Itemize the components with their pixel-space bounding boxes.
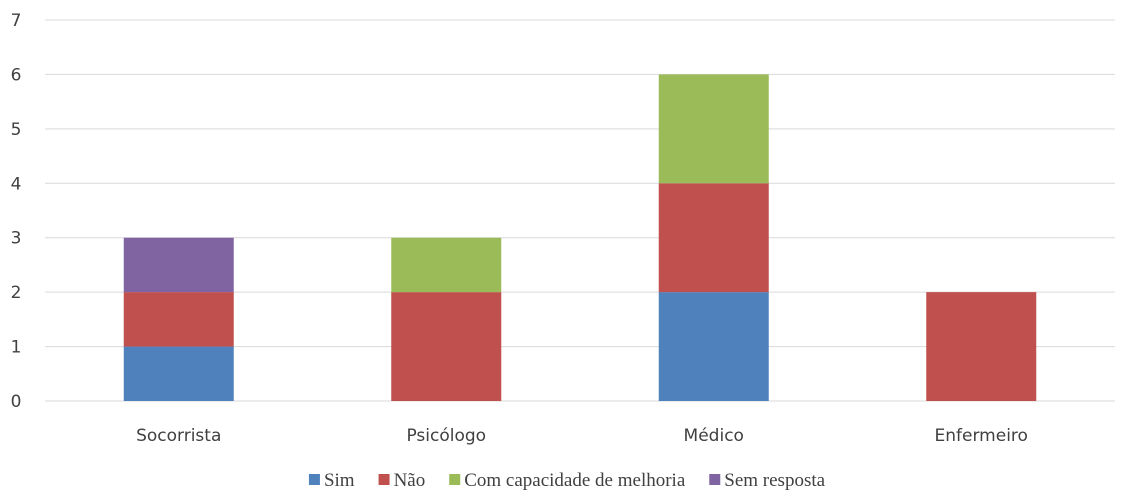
bar-stacks [123, 74, 1037, 401]
legend-item: Não [378, 470, 426, 491]
bar-stack-0 [123, 237, 234, 401]
y-tick-label: 1 [11, 338, 22, 358]
y-tick-label: 2 [11, 283, 22, 303]
y-tick-label: 7 [11, 11, 22, 31]
bar-stack-3 [926, 292, 1037, 401]
legend-label: Não [394, 470, 426, 491]
y-tick-label: 3 [11, 229, 22, 249]
bar-stack-1 [391, 237, 502, 401]
x-category-label: Socorrista [136, 426, 221, 446]
legend-label: Com capacidade de melhoria [464, 470, 686, 491]
legend-swatch [378, 474, 390, 485]
x-category-label: Enfermeiro [935, 426, 1028, 446]
legend: Sim Não Com capacidade de melhoria Sem resp… [308, 470, 826, 491]
x-axis-category-labels: Socorrista Psicólogo Médico Enfermeiro [136, 426, 1028, 446]
x-category-label: Psicólogo [406, 426, 486, 446]
legend-item: Sem resposta [709, 470, 826, 491]
legend-label: Sem resposta [724, 470, 825, 491]
legend-label: Sim [324, 470, 355, 491]
bar-segment-não [123, 292, 234, 347]
y-tick-label: 0 [11, 392, 22, 412]
legend-item: Com capacidade de melhoria [449, 470, 686, 491]
bar-segment-sim [658, 292, 769, 401]
y-tick-label: 5 [11, 120, 22, 140]
bar-segment-não [391, 292, 502, 401]
y-tick-label: 6 [11, 65, 22, 85]
bar-segment-com-capacidade-de-melhoria [391, 237, 502, 293]
y-axis-tick-labels: 0 1 2 3 4 5 6 7 [11, 11, 22, 412]
bar-segment-não [658, 183, 769, 293]
x-category-label: Médico [684, 426, 744, 446]
bar-segment-sim [123, 346, 234, 401]
bar-segment-sem-resposta [123, 237, 234, 293]
legend-swatch [449, 474, 461, 485]
bar-segment-com-capacidade-de-melhoria [658, 74, 769, 184]
y-tick-label: 4 [11, 174, 22, 194]
legend-item: Sim [308, 470, 355, 491]
bar-segment-não [926, 292, 1037, 401]
bar-stack-2 [658, 74, 769, 401]
legend-swatch [709, 474, 721, 485]
legend-swatch [308, 474, 320, 485]
